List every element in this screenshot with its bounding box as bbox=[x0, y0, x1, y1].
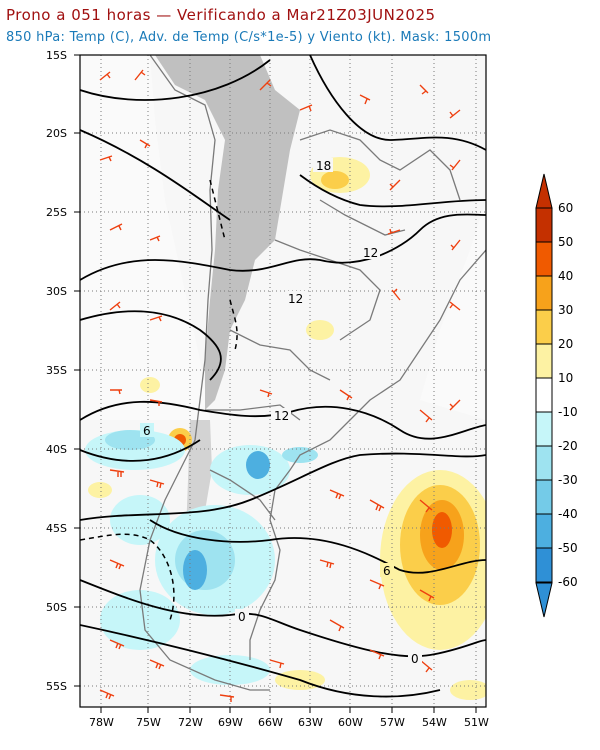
colorbar-segment bbox=[535, 275, 553, 311]
lat-label: 35S bbox=[46, 364, 67, 377]
lat-label: 15S bbox=[46, 49, 67, 62]
plot-frame bbox=[79, 54, 487, 708]
colorbar-segment bbox=[535, 309, 553, 345]
colorbar-segment bbox=[535, 241, 553, 277]
colorbar-label: -20 bbox=[558, 439, 578, 453]
map-subtitle: 850 hPa: Temp (C), Adv. de Temp (C/s*1e-… bbox=[6, 30, 492, 45]
colorbar-arrow-bottom bbox=[535, 582, 553, 618]
contour-label-0-a: 0 bbox=[238, 610, 246, 624]
temperature-contours bbox=[80, 55, 486, 698]
lat-labels: 15S 20S 25S 30S 35S 40S 45S 50S 55S bbox=[46, 49, 67, 693]
colorbar-label: -50 bbox=[558, 541, 578, 555]
colorbar-label: 50 bbox=[558, 235, 573, 249]
contour-label-12-b: 12 bbox=[288, 292, 303, 306]
atlantic-ocean bbox=[420, 55, 486, 420]
andes-mask bbox=[155, 55, 300, 410]
lon-labels: 78W 75W 72W 69W 66W 63W 60W 57W 54W 51W bbox=[89, 716, 489, 729]
warm-advection-shading bbox=[88, 157, 486, 700]
wind-barbs bbox=[99, 69, 461, 702]
lat-label: 20S bbox=[46, 127, 67, 140]
lon-label: 60W bbox=[338, 716, 363, 729]
lon-label: 78W bbox=[89, 716, 114, 729]
contour-label-12-a: 12 bbox=[363, 246, 378, 260]
contour-label-18: 18 bbox=[316, 159, 331, 173]
colorbar-label: 40 bbox=[558, 269, 573, 283]
dashed-contours bbox=[80, 179, 238, 621]
contour-label-6-b: 6 bbox=[383, 564, 391, 578]
contour-label-6-a: 6 bbox=[143, 424, 151, 438]
lon-ticks bbox=[100, 707, 477, 713]
lat-label: 30S bbox=[46, 285, 67, 298]
map-title: Prono a 051 horas — Verificando a Mar21Z… bbox=[6, 6, 436, 24]
colorbar-segment bbox=[535, 547, 553, 583]
lon-label: 54W bbox=[422, 716, 447, 729]
contour-label-0-b: 0 bbox=[411, 652, 419, 666]
lat-label: 40S bbox=[46, 443, 67, 456]
colorbar-segment bbox=[535, 445, 553, 481]
contour-labels: 18 12 12 12 6 6 0 0 bbox=[140, 158, 422, 666]
colorbar-segment bbox=[535, 513, 553, 549]
colorbar-label: 10 bbox=[558, 371, 573, 385]
lon-label: 75W bbox=[136, 716, 161, 729]
lat-label: 55S bbox=[46, 680, 67, 693]
lat-label: 25S bbox=[46, 206, 67, 219]
lat-ticks bbox=[74, 54, 80, 687]
colorbar-label: -30 bbox=[558, 473, 578, 487]
lon-label: 69W bbox=[218, 716, 243, 729]
lat-label: 45S bbox=[46, 522, 67, 535]
colorbar-segment bbox=[535, 377, 553, 413]
lon-label: 51W bbox=[464, 716, 489, 729]
colorbar-segment bbox=[535, 343, 553, 379]
colorbar-segment bbox=[535, 411, 553, 447]
contour-label-12-c: 12 bbox=[274, 409, 289, 423]
colorbar-label: 30 bbox=[558, 303, 573, 317]
colorbar-arrow-top bbox=[535, 173, 553, 209]
lon-label: 72W bbox=[178, 716, 203, 729]
lon-label: 66W bbox=[258, 716, 283, 729]
colorbar-label: -60 bbox=[558, 575, 578, 589]
colorbar-segment bbox=[535, 207, 553, 243]
lon-label: 63W bbox=[298, 716, 323, 729]
colorbar-label: 60 bbox=[558, 201, 573, 215]
colorbar-segment bbox=[535, 479, 553, 515]
colorbar-label: -40 bbox=[558, 507, 578, 521]
colorbar-label: 20 bbox=[558, 337, 573, 351]
graticule bbox=[80, 55, 486, 707]
lat-label: 50S bbox=[46, 601, 67, 614]
lon-label: 57W bbox=[380, 716, 405, 729]
colorbar: 60 50 40 30 20 10 -10 -20 -30 -40 -50 -60 bbox=[535, 173, 578, 618]
colorbar-label: -10 bbox=[558, 405, 578, 419]
